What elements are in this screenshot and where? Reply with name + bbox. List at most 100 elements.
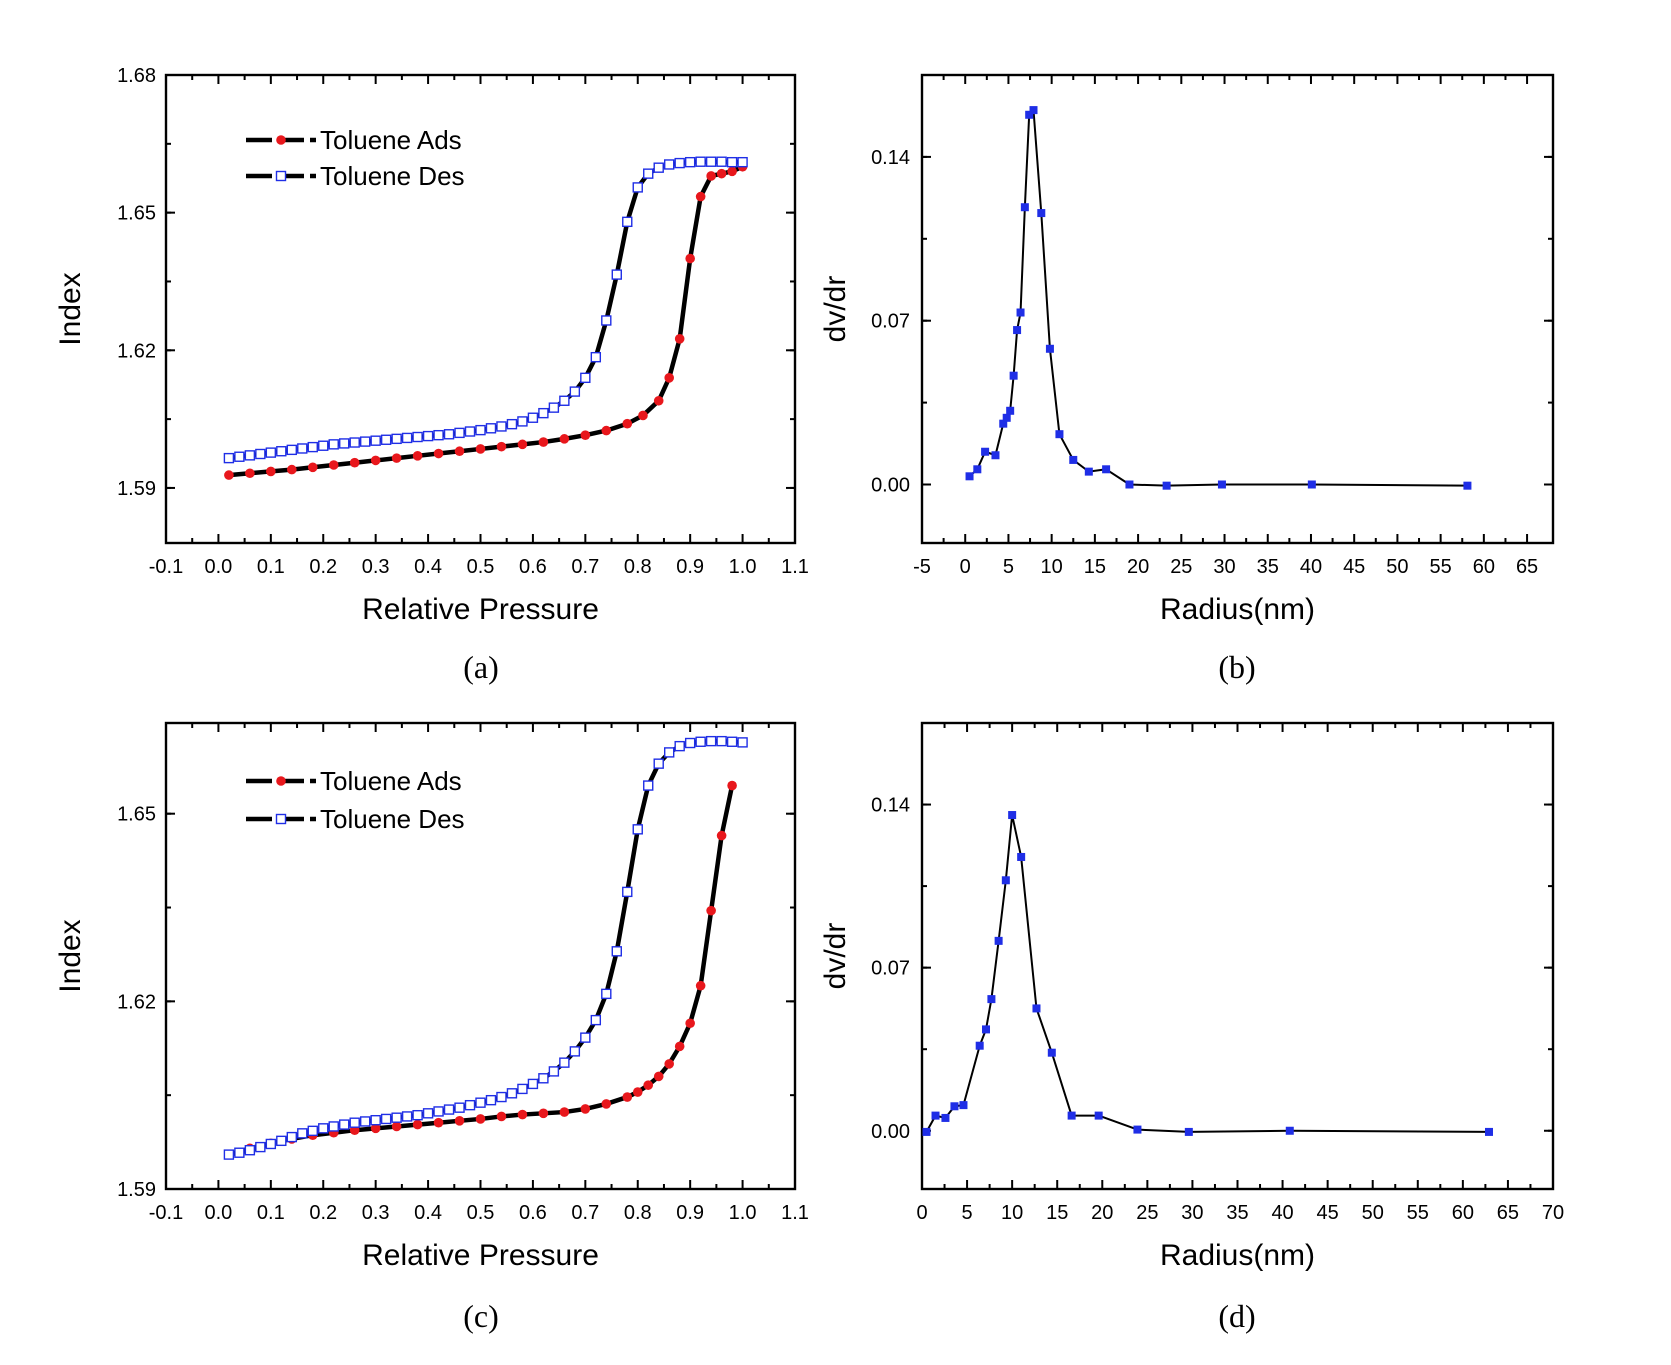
data-point [244, 450, 256, 461]
x-tick-label: 15 [1084, 556, 1106, 578]
x-axis-title: Radius(nm) [1160, 1239, 1315, 1272]
data-point [674, 157, 685, 169]
data-point [475, 424, 486, 436]
data-point [601, 988, 612, 1000]
x-tick-label: 30 [1181, 1202, 1203, 1224]
data-point [433, 448, 444, 459]
data-point [727, 780, 737, 791]
data-point [464, 1099, 476, 1111]
data-point [1484, 1127, 1493, 1136]
data-point [632, 824, 643, 835]
data-point [349, 457, 360, 468]
x-tick-label: 0.6 [519, 1202, 547, 1224]
data-point [412, 431, 423, 443]
x-tick-label: 65 [1516, 556, 1538, 578]
data-point [548, 1066, 560, 1077]
data-point [244, 1145, 256, 1156]
legend-label-0: Toluene Ads [320, 125, 462, 155]
data-point [359, 436, 371, 447]
legend-marker-0 [276, 135, 286, 145]
data-point [1133, 1125, 1142, 1134]
x-tick-label: 15 [1046, 1202, 1068, 1224]
data-point [391, 1121, 402, 1132]
data-point [580, 430, 591, 440]
x-tick-label: 60 [1452, 1202, 1474, 1224]
x-tick-label: 45 [1317, 1202, 1339, 1224]
y-axis-title: dv/dr [819, 923, 852, 990]
y-tick-label: 1.62 [117, 340, 156, 362]
x-axis-title: Radius(nm) [1160, 593, 1315, 626]
data-point [1125, 480, 1134, 489]
x-axis-title: Relative Pressure [362, 593, 599, 626]
x-tick-label: 0.2 [309, 1202, 337, 1224]
x-tick-label: 30 [1213, 556, 1235, 578]
data-point [307, 441, 318, 453]
data-point [1307, 480, 1316, 489]
data-point [349, 1117, 360, 1128]
y-tick-label: 0.14 [871, 147, 910, 169]
panel-b: -5 0 5 10 15 20 25 30 35 40 45 50 55 60 65 0.00 0.07 0.14… [819, 73, 1555, 685]
data-point [359, 1116, 371, 1127]
data-point [234, 1147, 245, 1158]
data-point [339, 1119, 350, 1130]
data-point [1069, 455, 1078, 464]
y-tick-label: 0.00 [871, 475, 910, 497]
x-tick-label: 10 [1001, 1202, 1023, 1224]
y-tick-label: 1.59 [117, 1179, 156, 1201]
panel-caption: (a) [463, 649, 499, 685]
data-point [931, 1111, 940, 1120]
panel-a: -0.1 0.0 0.1 0.2 0.3 0.4 0.5 0.6 0.7 0.8 0.9 1.0 1.1… [54, 65, 809, 685]
data-point [727, 166, 737, 177]
x-tick-label: 55 [1430, 556, 1452, 578]
data-point [706, 905, 716, 916]
data-point [266, 466, 276, 477]
data-point [538, 437, 549, 447]
x-tick-label: 0.2 [309, 556, 337, 578]
x-tick-label: -5 [913, 556, 931, 578]
x-tick-label: 1.0 [729, 1202, 757, 1224]
data-point [973, 465, 982, 474]
data-point [454, 1116, 465, 1126]
data-point [674, 1041, 685, 1052]
data-point [454, 427, 465, 439]
data-point [517, 439, 528, 450]
data-point [653, 758, 664, 769]
y-axis-title: dv/dr [819, 276, 852, 343]
legend-label-0: Toluene Ads [320, 766, 462, 796]
x-axis-title: Relative Pressure [362, 1239, 599, 1272]
data-point [328, 1121, 339, 1132]
data-point [287, 464, 297, 475]
data-point [950, 1102, 959, 1111]
data-point [941, 1113, 950, 1122]
x-tick-label: 0.3 [362, 1202, 390, 1224]
data-point [475, 1114, 486, 1124]
data-point [695, 156, 706, 167]
plot-frame [920, 73, 1555, 545]
data-point [684, 737, 696, 749]
data-point [653, 395, 664, 406]
data-point [255, 448, 266, 460]
x-tick-label: 60 [1473, 556, 1495, 578]
data-point [401, 1111, 413, 1122]
x-tick-label: 25 [1136, 1202, 1158, 1224]
data-point [632, 182, 643, 193]
data-point [412, 1119, 423, 1130]
y-tick-label: 0.00 [871, 1121, 910, 1143]
legend-label-1: Toluene Des [320, 161, 465, 191]
data-point [349, 437, 360, 448]
x-tick-label: 70 [1542, 1202, 1564, 1224]
data-point [981, 447, 990, 456]
data-point [496, 1091, 507, 1103]
data-point [548, 402, 560, 413]
data-point [1045, 344, 1054, 353]
x-tick-label: 0.5 [467, 556, 495, 578]
data-point [716, 156, 727, 167]
data-point [307, 462, 318, 473]
data-point [464, 426, 476, 437]
data-point [380, 434, 392, 445]
data-point [433, 429, 444, 441]
data-point [987, 995, 996, 1004]
data-point [265, 447, 277, 458]
x-tick-label: 1.0 [729, 556, 757, 578]
x-tick-label: 35 [1257, 556, 1279, 578]
